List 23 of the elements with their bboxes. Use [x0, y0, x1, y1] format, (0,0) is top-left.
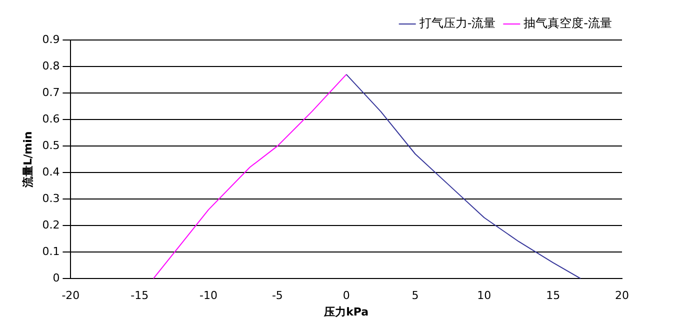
y-tick-label: 0.8 — [42, 59, 60, 72]
x-tick-label: -20 — [62, 289, 80, 302]
x-tick-label: 5 — [412, 289, 419, 302]
y-tick-label: 0.3 — [42, 192, 60, 205]
y-tick-label: 0.1 — [42, 244, 60, 258]
y-tick-label: 0.2 — [42, 218, 60, 232]
x-tick-label: 15 — [546, 289, 560, 302]
x-tick-label: 10 — [477, 289, 492, 302]
x-tick-label: -15 — [130, 289, 149, 302]
y-tick-label: 0 — [52, 271, 60, 284]
x-tick-label: -10 — [200, 289, 218, 302]
y-tick-label: 0.6 — [42, 112, 60, 126]
y-axis-title: 流量L/min — [21, 131, 34, 188]
y-tick-label: 0.5 — [42, 138, 60, 152]
x-tick-label: 0 — [342, 289, 350, 302]
x-tick-label: 20 — [615, 289, 629, 302]
x-tick-label: -5 — [272, 289, 283, 302]
x-axis-title: 压力kPa — [323, 305, 369, 318]
y-tick-label: 0.4 — [42, 165, 60, 178]
legend-label: 抽气真空度-流量 — [524, 16, 612, 30]
legend-label: 打气压力-流量 — [418, 16, 496, 30]
y-tick-label: 0.9 — [42, 32, 60, 46]
y-tick-label: 0.7 — [42, 86, 60, 99]
